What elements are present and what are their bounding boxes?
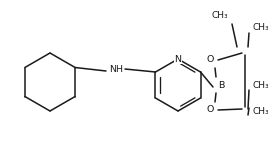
Text: CH₃: CH₃ xyxy=(253,81,269,91)
Text: B: B xyxy=(218,80,224,89)
Text: NH: NH xyxy=(109,65,123,73)
Text: O: O xyxy=(206,106,214,114)
Text: O: O xyxy=(206,55,214,65)
Text: CH₃: CH₃ xyxy=(212,12,228,20)
Text: CH₃: CH₃ xyxy=(253,22,269,32)
Text: N: N xyxy=(175,54,181,64)
Text: CH₃: CH₃ xyxy=(253,107,269,117)
